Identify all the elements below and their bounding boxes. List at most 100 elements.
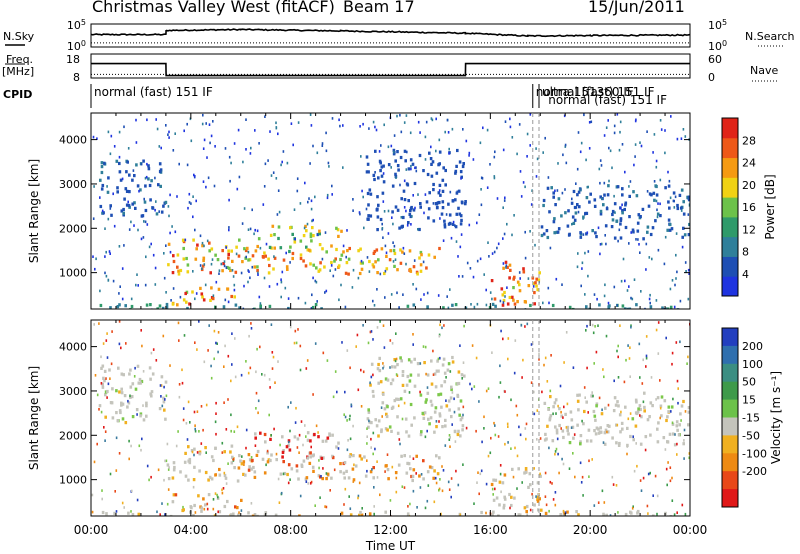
power-speckle-521 — [215, 280, 218, 284]
power-speckle-132 — [673, 305, 676, 309]
power-speckle-20 — [424, 135, 427, 139]
cpid-label-2: ultra 151360 IF — [542, 85, 634, 99]
velocity-cell-1-75 — [397, 463, 401, 467]
velocity-ytick-label-3000: 3000 — [59, 385, 87, 398]
velocity-speckle-392 — [194, 424, 196, 427]
power-speckle-372 — [587, 185, 589, 189]
power-speckle-422 — [634, 155, 636, 158]
velocity-cell-1-52 — [317, 474, 321, 478]
velocity-cell-6-28 — [401, 383, 405, 387]
power-speckle-257 — [169, 250, 172, 254]
power-speckle-347 — [254, 228, 256, 232]
power-cell-1-85 — [416, 272, 419, 276]
power-speckle-161 — [561, 191, 564, 195]
velocity-speckle-623 — [481, 440, 483, 444]
power-cell-6-122 — [418, 227, 421, 232]
velocity-cell-7-143 — [598, 430, 602, 434]
power-cell-6-107 — [443, 223, 447, 227]
power-cell-8-7 — [464, 306, 468, 309]
power-speckle-423 — [108, 250, 111, 253]
power-cell-0-7 — [179, 268, 183, 273]
velocity-speckle-507 — [196, 410, 199, 413]
power-speckle-63 — [312, 144, 314, 148]
velocity-cell-7-54 — [621, 427, 624, 431]
power-cell-8-19 — [649, 305, 653, 309]
velocity-speckle-649 — [602, 368, 604, 371]
power-speckle-375 — [449, 190, 452, 194]
velocity-speckle-2 — [300, 420, 303, 423]
velocity-cell-8-45 — [636, 511, 639, 515]
velocity-speckle-300 — [217, 331, 220, 334]
power-speckle-532 — [334, 268, 337, 271]
power-speckle-143 — [402, 293, 404, 296]
power-cell-4-2 — [490, 279, 494, 283]
power-swatch-0 — [722, 276, 738, 297]
velocity-cell-8-56 — [602, 512, 605, 516]
velocity-cell-6-86 — [407, 434, 411, 438]
power-speckle-546 — [469, 267, 472, 270]
velocity-speckle-524 — [544, 471, 547, 475]
power-speckle-262 — [603, 134, 606, 137]
power-cell-8-55 — [234, 303, 238, 307]
power-speckle-582 — [212, 120, 214, 123]
power-speckle-327 — [402, 246, 405, 250]
velocity-speckle-128 — [221, 491, 224, 495]
velocity-speckle-58 — [607, 403, 610, 407]
power-cell-6-117 — [448, 213, 452, 217]
power-speckle-135 — [155, 200, 157, 203]
velocity-speckle-411 — [206, 502, 209, 506]
power-speckle-216 — [656, 215, 659, 219]
velocity-speckle-254 — [227, 462, 229, 465]
velocity-cell-7-95 — [671, 432, 675, 436]
velocity-speckle-486 — [357, 388, 360, 392]
power-speckle-18 — [158, 210, 160, 213]
velocity-cell-7-85 — [615, 441, 618, 445]
power-speckle-512 — [192, 215, 194, 219]
velocity-cell-1-57 — [351, 467, 355, 471]
velocity-speckle-307 — [248, 334, 250, 338]
power-cell-6-28 — [402, 189, 406, 193]
velocity-speckle-91 — [319, 496, 321, 499]
velocity-speckle-24 — [208, 324, 210, 327]
power-swatch-6 — [722, 157, 738, 178]
velocity-speckle-43 — [395, 476, 398, 480]
velocity-speckle-124 — [563, 405, 565, 409]
velocity-speckle-236 — [131, 489, 133, 493]
power-speckle-627 — [382, 172, 385, 175]
power-cell-7-65 — [567, 233, 571, 237]
power-cell-8-40 — [165, 302, 169, 307]
power-speckle-330 — [531, 189, 533, 192]
velocity-speckle-347 — [200, 405, 203, 408]
power-ytick-label-1000: 1000 — [59, 267, 87, 280]
power-cell-5-54 — [141, 214, 145, 218]
velocity-speckle-4 — [325, 472, 328, 475]
velocity-speckle-333 — [240, 373, 243, 377]
velocity-cell-1-3 — [410, 474, 413, 479]
velocity-cell-6-8 — [395, 397, 398, 401]
velocity-cell-7-78 — [586, 439, 589, 443]
velocity-speckle-52 — [510, 398, 512, 402]
power-speckle-276 — [165, 124, 167, 127]
velocity-speckle-445 — [194, 429, 197, 433]
velocity-speckle-101 — [384, 470, 386, 473]
power-speckle-688 — [143, 220, 145, 223]
power-cell-7-4 — [672, 191, 676, 195]
velocity-speckle-557 — [115, 436, 118, 440]
power-speckle-328 — [587, 250, 590, 253]
velocity-speckle-261 — [96, 442, 98, 446]
velocity-speckle-60 — [272, 355, 275, 359]
power-cell-7-143 — [576, 193, 579, 197]
velocity-cell-5-0 — [123, 394, 127, 398]
velocity-speckle-30 — [435, 481, 438, 485]
velocity-speckle-144 — [215, 412, 217, 415]
time-tick-label-1: 04:00 — [174, 523, 209, 537]
power-speckle-39 — [373, 304, 376, 307]
velocity-cell-0-2 — [187, 445, 190, 449]
power-cell-8-9 — [585, 305, 588, 309]
velocity-speckle-215 — [525, 422, 528, 426]
velocity-speckle-543 — [642, 358, 644, 362]
velocity-cell-2-16 — [236, 506, 239, 510]
power-cell-3-6 — [279, 246, 283, 250]
velocity-cell-5-47 — [130, 395, 134, 399]
power-speckle-179 — [155, 118, 157, 121]
